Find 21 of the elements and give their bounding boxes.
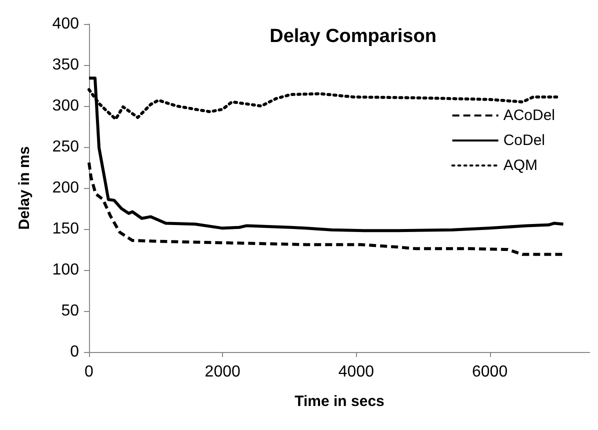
- x-tick-label: 4000: [338, 364, 374, 380]
- x-axis-title: Time in secs: [294, 393, 384, 410]
- y-tick-label: 200: [52, 180, 80, 196]
- x-tick-label: 0: [84, 364, 94, 380]
- legend-label: ACoDel: [503, 107, 555, 124]
- x-tick-label: 6000: [472, 364, 508, 380]
- y-tick-label: 50: [61, 302, 80, 320]
- line-series: [88, 161, 565, 256]
- line-series: [88, 76, 565, 232]
- legend-label: AQM: [503, 157, 538, 174]
- legend-label: CoDel: [503, 132, 545, 149]
- x-tick-label: 2000: [204, 364, 240, 380]
- y-tick-label: 150: [52, 220, 80, 238]
- y-tick-label: 400: [52, 16, 80, 32]
- y-tick-label: 0: [70, 344, 80, 360]
- y-axis-title: Delay in ms: [16, 146, 33, 230]
- y-tick-label: 300: [52, 98, 80, 114]
- chart-title: Delay Comparison: [270, 26, 436, 47]
- y-tick-label: 350: [52, 56, 80, 74]
- y-tick-label: 100: [52, 262, 80, 278]
- y-tick-label: 250: [52, 138, 80, 156]
